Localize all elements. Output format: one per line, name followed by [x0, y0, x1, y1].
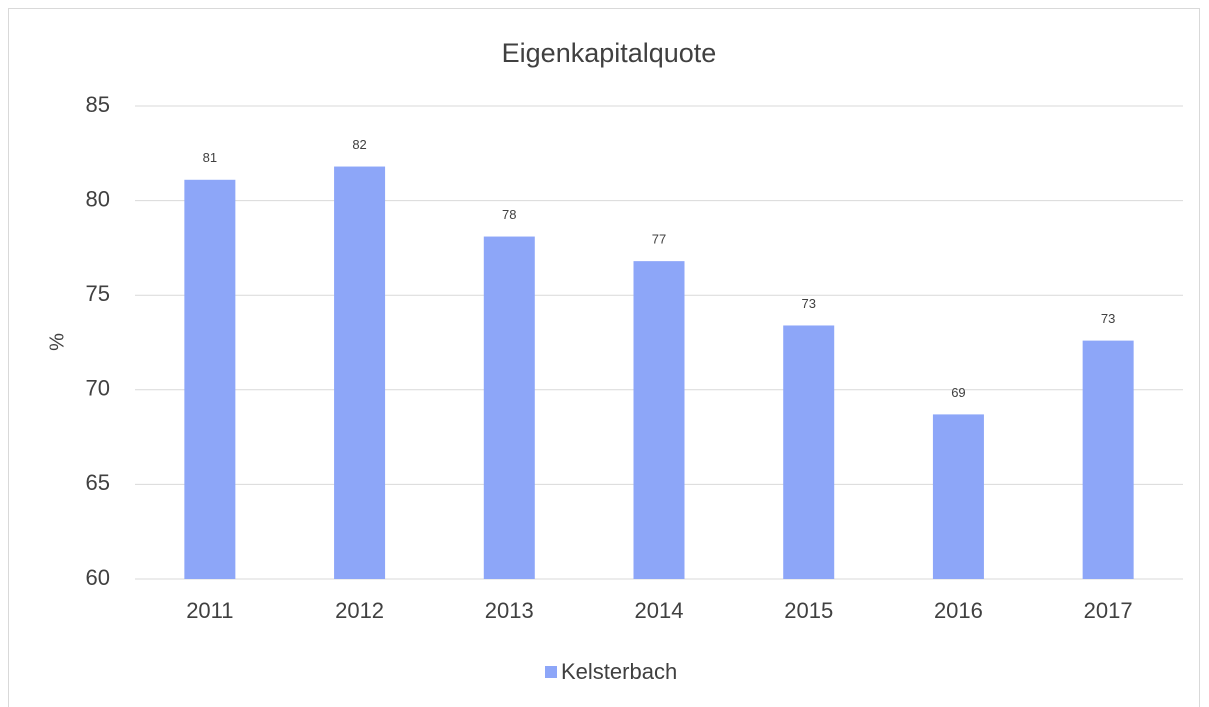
- data-label: 73: [1101, 311, 1115, 326]
- x-tick-label: 2013: [485, 598, 534, 623]
- y-tick-label: 85: [86, 92, 110, 117]
- data-label: 73: [801, 296, 815, 311]
- chart-title: Eigenkapitalquote: [502, 38, 717, 68]
- x-tick-label: 2011: [186, 598, 233, 623]
- bar: [633, 261, 685, 579]
- y-tick-label: 80: [86, 186, 110, 211]
- bar: [184, 179, 236, 579]
- x-tick-label: 2016: [934, 598, 983, 623]
- x-tick-label: 2012: [335, 598, 384, 623]
- bar: [932, 414, 984, 579]
- x-tick-label: 2015: [784, 598, 833, 623]
- data-label: 81: [203, 150, 217, 165]
- y-tick-label: 75: [86, 281, 110, 306]
- y-axis-label: %: [46, 333, 68, 351]
- y-tick-label: 65: [86, 470, 110, 495]
- y-tick-label: 60: [86, 565, 110, 590]
- data-label: 69: [951, 385, 965, 400]
- bar: [334, 166, 386, 579]
- legend-swatch: [545, 666, 557, 678]
- legend-label: Kelsterbach: [561, 659, 677, 684]
- data-label: 82: [352, 137, 366, 152]
- data-label: 78: [502, 207, 516, 222]
- bar: [783, 325, 835, 579]
- data-label: 77: [652, 232, 666, 247]
- y-tick-label: 70: [86, 376, 110, 401]
- x-tick-label: 2017: [1084, 598, 1133, 623]
- bar: [1082, 340, 1134, 579]
- bar: [483, 236, 535, 579]
- x-tick-label: 2014: [635, 598, 684, 623]
